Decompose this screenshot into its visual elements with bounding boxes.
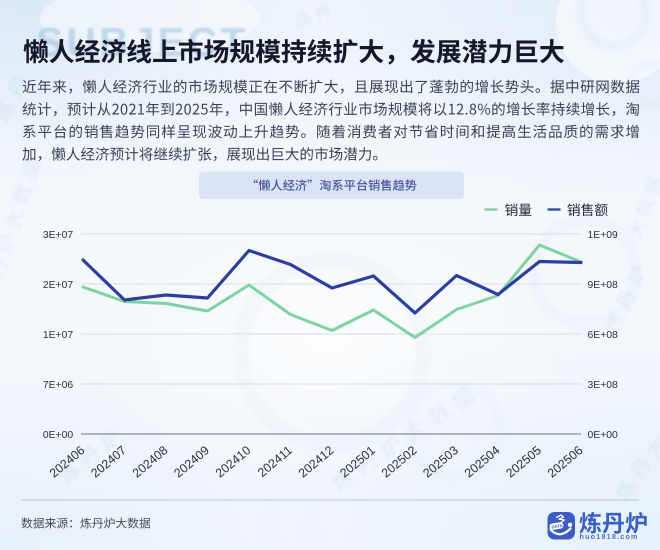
svg-text:3E+07: 3E+07: [43, 230, 74, 241]
svg-text:202411: 202411: [255, 443, 295, 480]
svg-text:202505: 202505: [503, 443, 544, 480]
svg-text:0E+00: 0E+00: [588, 430, 619, 441]
svg-text:3E+08: 3E+08: [588, 380, 619, 391]
svg-text:huo1818.com: huo1818.com: [580, 532, 639, 541]
svg-text:202410: 202410: [213, 443, 254, 480]
svg-text:202406: 202406: [47, 443, 88, 480]
svg-text:0E+00: 0E+00: [43, 430, 74, 441]
svg-text:9E+08: 9E+08: [588, 280, 619, 291]
svg-text:202504: 202504: [462, 443, 503, 480]
svg-text:202409: 202409: [171, 443, 212, 480]
svg-text:202506: 202506: [545, 443, 586, 480]
svg-text:1E+09: 1E+09: [588, 230, 619, 241]
svg-text:7E+06: 7E+06: [43, 380, 74, 391]
svg-text:DATA: DATA: [551, 523, 563, 529]
svg-text:1E+07: 1E+07: [43, 330, 74, 341]
svg-text:6E+08: 6E+08: [588, 330, 619, 341]
svg-text:2E+07: 2E+07: [43, 280, 74, 291]
svg-text:202408: 202408: [130, 443, 171, 480]
